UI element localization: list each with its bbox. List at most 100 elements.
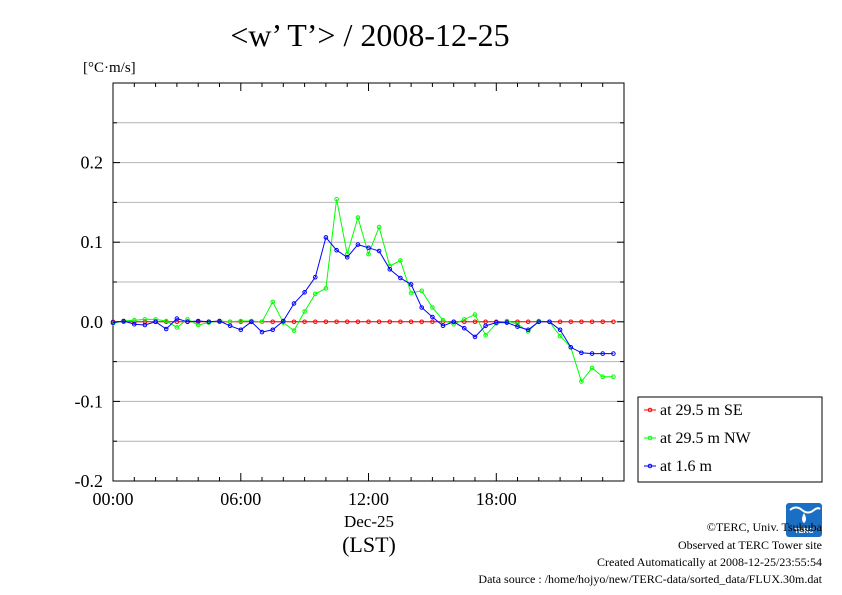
- data-point: [547, 319, 552, 325]
- logo-wave: [789, 506, 821, 514]
- axis-ticks: [112, 82, 625, 482]
- data-point: [334, 247, 339, 253]
- data-point: [376, 319, 382, 325]
- data-point: [323, 319, 329, 325]
- data-point: [557, 333, 563, 339]
- data-point: [536, 319, 542, 325]
- data-point: [206, 319, 212, 325]
- data-point: [355, 242, 361, 247]
- data-point: [163, 326, 169, 332]
- data-point: [334, 319, 339, 325]
- data-point: [430, 314, 435, 320]
- series-2: [110, 196, 616, 384]
- data-point: [472, 319, 478, 325]
- data-point: [472, 312, 478, 317]
- data-point: [238, 327, 244, 333]
- data-point: [451, 321, 457, 327]
- y-tick-label: -0.2: [75, 471, 104, 491]
- created-text: Created Automatically at 2008-12-25/23:5…: [597, 555, 822, 569]
- data-point: [217, 318, 222, 324]
- x-date-label: Dec-25: [344, 512, 394, 531]
- data-point: [153, 317, 158, 322]
- data-point: [515, 324, 520, 329]
- data-point: [355, 319, 361, 325]
- data-point: [398, 319, 403, 325]
- data-point: [376, 248, 382, 254]
- series-3: [110, 235, 616, 356]
- data-point: [387, 319, 393, 325]
- data-point: [408, 290, 414, 296]
- data-point: [366, 251, 371, 257]
- legend-marker: [647, 407, 653, 413]
- data-point: [323, 286, 329, 291]
- data-point: [525, 327, 531, 333]
- data-point: [281, 318, 286, 324]
- data-point: [302, 319, 307, 325]
- data-point: [153, 319, 158, 325]
- data-point: [515, 321, 520, 327]
- chart-title: <w’ T’> / 2008-12-25: [230, 17, 509, 53]
- data-point: [344, 254, 350, 260]
- y-tick-label: 0.1: [81, 232, 104, 252]
- data-point: [291, 328, 297, 333]
- data-point: [313, 274, 318, 280]
- y-tick-labels: -0.2 -0.1 0.0 0.1 0.2: [75, 153, 104, 491]
- data-point: [334, 196, 339, 202]
- data-series: [110, 196, 616, 384]
- data-point: [494, 320, 499, 325]
- legend-box: [637, 396, 823, 483]
- data-point: [132, 321, 137, 327]
- data-point: [557, 327, 563, 333]
- data-point: [462, 325, 467, 331]
- data-point: [313, 319, 318, 325]
- data-point: [270, 319, 276, 325]
- data-point: [195, 318, 201, 324]
- series-line: [112, 236, 614, 355]
- data-point: [451, 319, 457, 325]
- x-axis-label: (LST): [342, 532, 396, 557]
- data-point: [515, 319, 520, 325]
- data-point: [589, 351, 595, 356]
- data-point: [611, 374, 616, 380]
- legend-marker: [647, 463, 653, 469]
- legend-label: at 29.5 m NW: [660, 430, 752, 447]
- series-line: [112, 199, 614, 383]
- data-point: [270, 327, 276, 333]
- data-point: [504, 320, 510, 325]
- data-point: [366, 319, 371, 325]
- logo-drop: [802, 513, 806, 523]
- data-point: [302, 309, 307, 314]
- data-point: [142, 317, 148, 322]
- observed-text: Observed at TERC Tower site: [678, 538, 822, 552]
- legend-label: at 1.6 m: [660, 458, 713, 475]
- y-axis-unit-label: [°C·m/s]: [83, 60, 136, 76]
- data-point: [291, 319, 297, 325]
- legend-item: at 29.5 m NW: [644, 430, 752, 447]
- legend-item: at 29.5 m SE: [644, 402, 743, 419]
- plot-frame: [112, 82, 625, 482]
- grid-lines: [113, 122, 624, 442]
- data-point: [323, 235, 329, 240]
- data-point: [238, 318, 244, 324]
- data-point: [419, 305, 425, 310]
- data-point: [579, 319, 584, 325]
- legend-item: at 1.6 m: [644, 458, 713, 475]
- data-point: [121, 318, 126, 324]
- legend-marker: [647, 435, 653, 441]
- data-point: [408, 282, 414, 287]
- data-point: [291, 301, 297, 306]
- data-point: [398, 258, 403, 263]
- data-point: [249, 319, 254, 325]
- legend: at 29.5 m SE at 29.5 m NW at 1.6 m: [637, 396, 823, 483]
- data-point: [600, 374, 606, 380]
- y-tick-label: -0.1: [75, 391, 104, 411]
- x-tick-label: 06:00: [220, 489, 261, 509]
- data-point: [387, 267, 393, 272]
- data-point: [472, 334, 478, 340]
- data-point: [185, 319, 190, 325]
- data-point: [270, 299, 276, 305]
- data-point: [174, 316, 180, 321]
- data-point: [419, 319, 425, 325]
- data-point: [398, 275, 403, 281]
